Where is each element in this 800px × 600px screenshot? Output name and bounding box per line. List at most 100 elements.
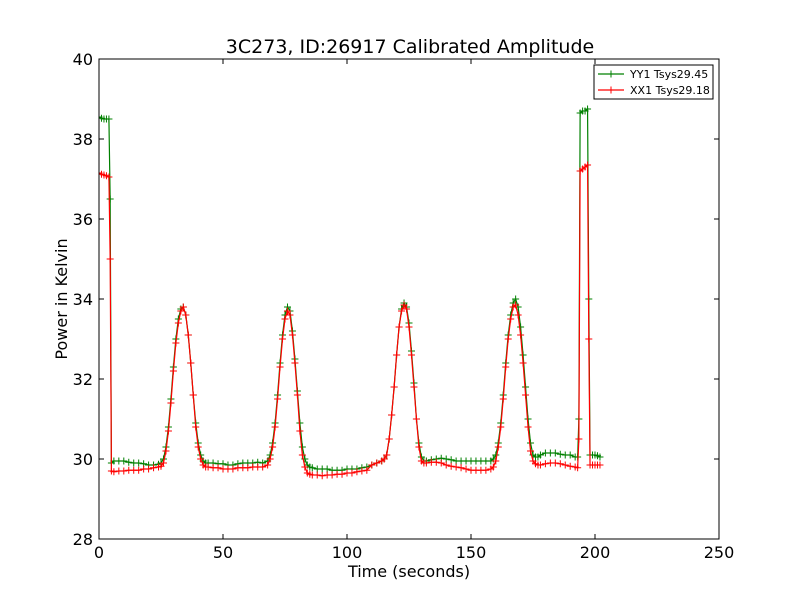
x-tick-label: 50 xyxy=(213,543,233,562)
data-point-marker xyxy=(229,465,237,473)
data-point-marker xyxy=(293,391,301,399)
data-point-marker xyxy=(489,463,497,471)
data-point-marker xyxy=(281,315,289,323)
data-point-marker xyxy=(187,359,195,367)
data-point-marker xyxy=(368,461,376,469)
data-point-marker xyxy=(159,459,167,467)
data-point-marker xyxy=(150,464,158,472)
data-point-marker xyxy=(574,464,582,472)
data-point-marker xyxy=(106,195,114,203)
data-point-marker xyxy=(499,395,507,403)
data-point-marker xyxy=(106,255,114,263)
data-point-marker xyxy=(442,461,450,469)
data-point-marker xyxy=(494,443,502,451)
data-point-marker xyxy=(536,461,544,469)
legend: YY1 Tsys29.45 XX1 Tsys29.18 xyxy=(593,64,714,100)
data-point-marker xyxy=(517,331,525,339)
data-point-marker xyxy=(383,451,391,459)
data-point-marker xyxy=(457,464,465,472)
y-tick-label: 28 xyxy=(73,530,93,549)
data-point-marker xyxy=(169,367,177,375)
data-point-marker xyxy=(380,455,388,463)
data-point-marker xyxy=(214,464,222,472)
data-point-marker xyxy=(266,455,274,463)
data-point-marker xyxy=(556,450,564,458)
x-axis-label: Time (seconds) xyxy=(347,562,470,581)
data-point-marker xyxy=(403,305,411,313)
y-tick-label: 34 xyxy=(73,290,93,309)
data-point-marker xyxy=(308,464,316,472)
data-point-marker xyxy=(524,423,532,431)
legend-label-0: YY1 Tsys29.45 xyxy=(629,68,708,81)
data-point-marker xyxy=(514,311,522,319)
data-point-marker xyxy=(517,323,525,331)
x-tick-label: 200 xyxy=(580,543,611,562)
data-point-marker xyxy=(395,323,403,331)
data-point-marker xyxy=(566,451,574,459)
data-point-marker xyxy=(556,460,564,468)
data-point-marker xyxy=(298,451,306,459)
data-point-marker xyxy=(452,463,460,471)
data-point-marker xyxy=(584,105,592,113)
data-point-marker xyxy=(512,295,520,303)
data-point-marker xyxy=(189,391,197,399)
data-point-marker xyxy=(164,427,172,435)
data-point-marker xyxy=(400,301,408,309)
data-point-marker xyxy=(497,423,505,431)
data-point-marker xyxy=(194,443,202,451)
data-point-marker xyxy=(174,319,182,327)
data-point-marker xyxy=(328,471,336,479)
data-point-marker xyxy=(585,335,593,343)
data-point-marker xyxy=(398,307,406,315)
x-tick-label: 150 xyxy=(456,543,487,562)
data-point-marker xyxy=(120,467,128,475)
data-point-marker xyxy=(279,335,287,343)
chart-title: 3C273, ID:26917 Calibrated Amplitude xyxy=(226,36,594,58)
series-line-1 xyxy=(99,163,600,477)
data-point-marker xyxy=(271,423,279,431)
data-point-marker xyxy=(566,462,574,470)
data-point-marker xyxy=(393,351,401,359)
data-point-marker xyxy=(353,468,361,476)
y-tick-label: 40 xyxy=(73,50,93,69)
data-point-marker xyxy=(283,307,291,315)
data-point-marker xyxy=(502,363,510,371)
data-point-marker xyxy=(125,458,133,466)
legend-label-1: XX1 Tsys29.18 xyxy=(630,84,710,97)
data-point-marker xyxy=(437,459,445,467)
data-point-marker xyxy=(462,465,470,473)
data-point-marker xyxy=(551,449,559,457)
data-point-marker xyxy=(596,461,604,469)
data-point-marker xyxy=(296,427,304,435)
data-point-marker xyxy=(507,315,515,323)
data-point-marker xyxy=(318,472,326,480)
data-point-marker xyxy=(447,462,455,470)
data-point-marker xyxy=(145,465,153,473)
x-tick-label: 100 xyxy=(332,543,363,562)
data-point-marker xyxy=(407,351,415,359)
data-point-marker xyxy=(313,471,321,479)
data-point-marker xyxy=(288,331,296,339)
data-point-marker xyxy=(405,323,413,331)
data-point-marker xyxy=(162,447,170,455)
data-point-marker xyxy=(390,383,398,391)
data-point-marker xyxy=(522,391,530,399)
data-point-marker xyxy=(551,459,559,467)
data-point-marker xyxy=(447,456,455,464)
x-tick-label: 0 xyxy=(94,543,104,562)
data-point-marker xyxy=(276,363,284,371)
data-point-marker xyxy=(204,463,212,471)
data-point-marker xyxy=(422,459,430,467)
data-point-marker xyxy=(105,115,113,123)
data-point-marker xyxy=(385,435,393,443)
data-point-marker xyxy=(274,395,282,403)
legend-marker-1 xyxy=(607,86,615,94)
data-point-marker xyxy=(584,161,592,169)
data-point-marker xyxy=(575,435,583,443)
data-point-marker xyxy=(536,451,544,459)
data-point-marker xyxy=(519,359,527,367)
data-point-marker xyxy=(291,359,299,367)
data-point-marker xyxy=(492,457,500,465)
data-point-marker xyxy=(167,399,175,407)
